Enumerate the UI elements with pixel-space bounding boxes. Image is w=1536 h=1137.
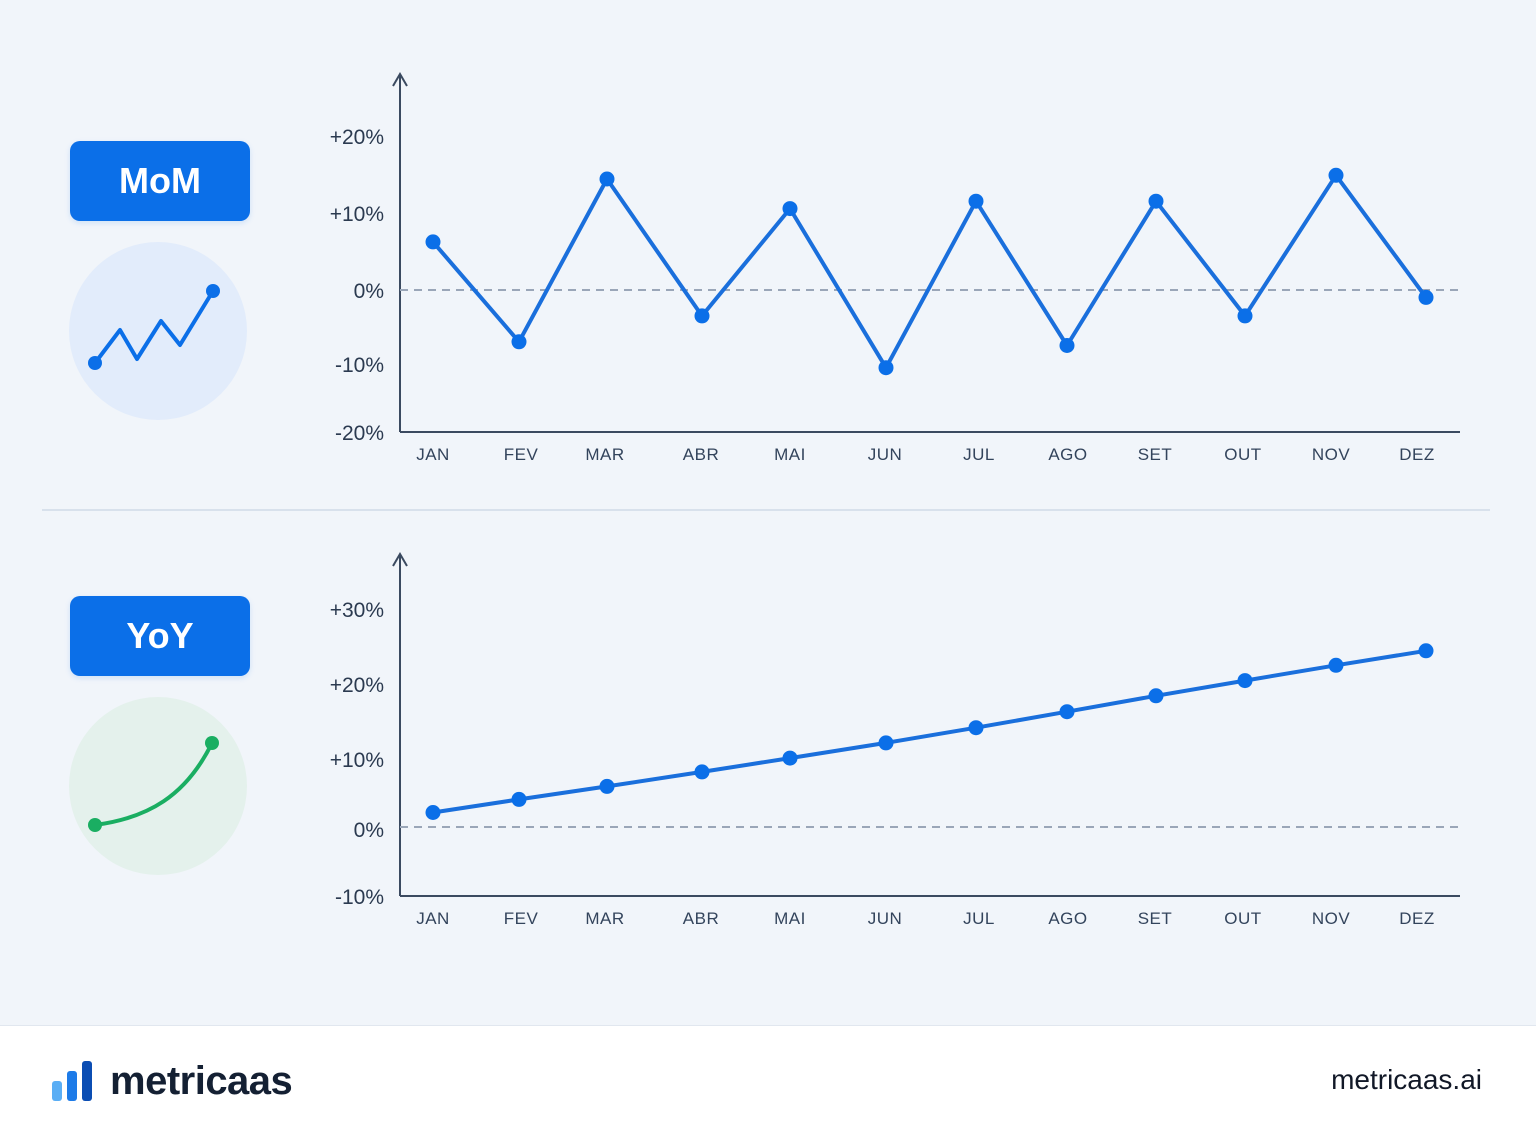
yoy-x-tick-label: OUT <box>1224 909 1261 928</box>
footer: metricaas metricaas.ai <box>0 1025 1536 1137</box>
yoy-data-point <box>968 720 984 736</box>
yoy-data-point <box>1059 704 1075 720</box>
yoy-x-tick-label: AGO <box>1048 909 1087 928</box>
mom-data-point <box>1148 193 1164 209</box>
mom-data-point <box>1328 167 1344 183</box>
growth-curve-icon <box>69 697 247 875</box>
mom-y-tick-label: 0% <box>354 280 384 303</box>
yoy-y-axis-arrow <box>392 552 408 567</box>
mom-data-point <box>694 308 710 324</box>
bar-chart-logo-icon <box>52 1061 92 1101</box>
brand-logo[interactable]: metricaas <box>52 1059 293 1103</box>
yoy-y-tick-label: +20% <box>330 674 384 697</box>
section-divider <box>42 509 1490 511</box>
mom-y-axis-arrow <box>392 72 408 87</box>
mom-series-line <box>431 173 1428 370</box>
yoy-x-tick-label: NOV <box>1312 909 1351 928</box>
main-area: MoM +20% +10% 0% -10% -20% JAN FEV MAR ABR MAI JUN… <box>42 72 1490 928</box>
mom-x-tick-label: NOV <box>1312 445 1351 464</box>
mom-x-tick-label: FEV <box>504 445 539 464</box>
mom-data-point <box>1059 338 1075 353</box>
mom-y-tick-label: -20% <box>335 422 384 445</box>
mom-x-tick-label: MAI <box>774 445 806 464</box>
mom-x-tick-label: OUT <box>1224 445 1261 464</box>
mom-data-point <box>968 193 984 209</box>
yoy-series-line <box>432 648 1427 815</box>
yoy-y-tick-label: +10% <box>330 749 384 772</box>
mom-data-point <box>782 201 798 217</box>
mom-x-tick-label: AGO <box>1048 445 1087 464</box>
yoy-x-tick-label: MAR <box>585 909 624 928</box>
yoy-data-point <box>782 750 798 766</box>
mom-y-tick-label: -10% <box>335 354 384 377</box>
yoy-x-tick-label: FEV <box>504 909 539 928</box>
mom-data-point <box>425 234 441 250</box>
yoy-x-tick-label: SET <box>1138 909 1173 928</box>
yoy-data-point <box>878 735 894 751</box>
yoy-data-point <box>694 764 710 780</box>
yoy-data-point <box>1328 657 1344 673</box>
yoy-badge: YoY <box>70 596 250 676</box>
mom-x-tick-label: JUN <box>868 445 903 464</box>
mom-y-tick-label: +20% <box>330 126 384 149</box>
mom-y-tick-label: +10% <box>330 203 384 226</box>
yoy-x-tick-label: JUN <box>868 909 903 928</box>
yoy-x-tick-label: JAN <box>416 909 450 928</box>
brand-name: metricaas <box>110 1059 293 1103</box>
mom-badge: MoM <box>70 141 250 221</box>
yoy-y-tick-label: -10% <box>335 886 384 909</box>
yoy-data-point <box>1148 688 1164 704</box>
yoy-data-point <box>599 778 615 794</box>
yoy-x-tick-label: DEZ <box>1399 909 1435 928</box>
mom-data-point <box>511 334 527 350</box>
yoy-x-tick-label: MAI <box>774 909 806 928</box>
mom-chart: +20% +10% 0% -10% -20% JAN FEV MAR ABR MAI JUN JUL A… <box>330 72 1462 464</box>
mom-x-tick-label: MAR <box>585 445 624 464</box>
mom-x-tick-label: SET <box>1138 445 1173 464</box>
mom-data-point <box>1237 308 1253 324</box>
mom-x-tick-label: JUL <box>963 445 995 464</box>
mom-data-point <box>878 360 894 376</box>
mom-x-tick-label: DEZ <box>1399 445 1435 464</box>
zigzag-trend-icon <box>69 242 247 420</box>
yoy-x-tick-label: JUL <box>963 909 995 928</box>
mom-x-tick-label: ABR <box>683 445 719 464</box>
mom-data-point <box>599 171 615 187</box>
yoy-data-point <box>1237 673 1253 689</box>
yoy-y-tick-label: +30% <box>330 599 384 622</box>
yoy-y-tick-label: 0% <box>354 819 384 842</box>
yoy-data-point <box>511 791 527 807</box>
yoy-data-point <box>425 805 441 820</box>
yoy-chart: +30% +20% +10% 0% -10% JAN FEV MAR ABR MAI JUN JUL A… <box>330 552 1462 928</box>
mom-x-tick-label: JAN <box>416 445 450 464</box>
mom-data-point <box>1418 289 1434 305</box>
site-url-link[interactable]: metricaas.ai <box>1331 1064 1482 1095</box>
yoy-data-point <box>1418 643 1434 659</box>
yoy-x-tick-label: ABR <box>683 909 719 928</box>
